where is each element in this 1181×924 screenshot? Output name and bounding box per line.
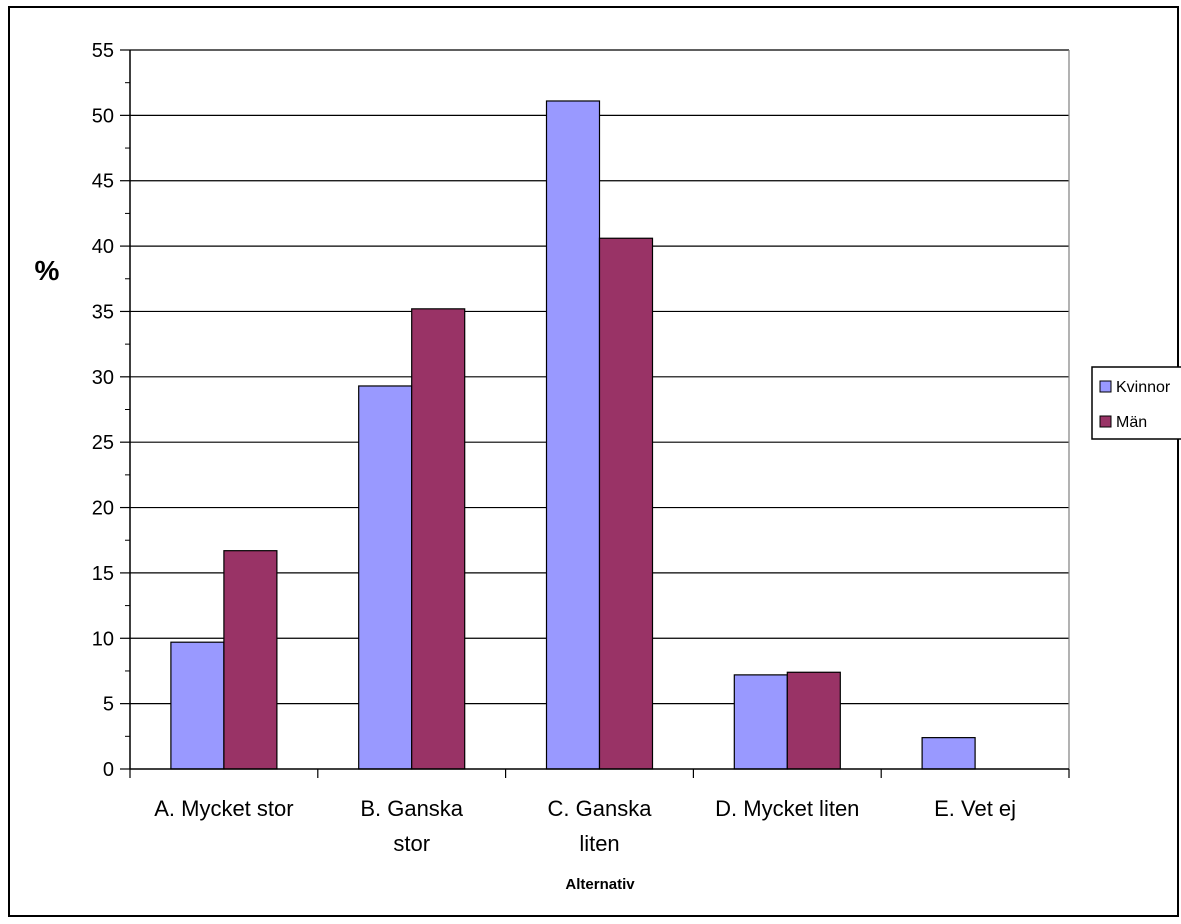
y-tick-label: 25 bbox=[92, 432, 114, 454]
x-category-label: stor bbox=[393, 831, 430, 856]
bar-kvinnor bbox=[170, 641, 225, 770]
y-tick-label: 45 bbox=[92, 171, 114, 193]
x-axis-title: Alternativ bbox=[565, 876, 635, 893]
bar-kvinnor bbox=[733, 674, 788, 770]
bar-man bbox=[598, 237, 654, 770]
bar-kvinnor bbox=[358, 385, 413, 770]
y-tick-label: 10 bbox=[92, 628, 114, 650]
y-tick-label: 30 bbox=[92, 367, 114, 389]
bar-man bbox=[223, 550, 278, 770]
x-category-label: A. Mycket stor bbox=[154, 796, 293, 821]
bar-man bbox=[786, 671, 841, 770]
x-category-label: B. Ganska bbox=[360, 796, 463, 821]
y-tick-label: 55 bbox=[92, 40, 114, 62]
x-category-labels: A. Mycket stor B. Ganska stor C. Ganska lite… bbox=[154, 796, 1016, 856]
x-category-label: E. Vet ej bbox=[934, 796, 1016, 821]
x-category-label: liten bbox=[579, 831, 619, 856]
x-category-label: C. Ganska bbox=[548, 796, 653, 821]
y-tick-label: 40 bbox=[92, 236, 114, 258]
x-category-label: D. Mycket liten bbox=[715, 796, 859, 821]
y-tick-label: 20 bbox=[92, 498, 114, 520]
y-tick-label: 0 bbox=[103, 759, 114, 781]
legend-swatch-kvinnor bbox=[1099, 380, 1112, 393]
y-tick-label: 5 bbox=[103, 694, 114, 716]
axes bbox=[120, 49, 1070, 778]
legend-swatch-man bbox=[1099, 415, 1112, 428]
bar-kvinnor bbox=[545, 100, 601, 770]
legend: Kvinnor Män bbox=[1091, 366, 1181, 440]
bar-kvinnor bbox=[921, 737, 976, 770]
legend-label-man: Män bbox=[1116, 414, 1147, 431]
y-tick-labels: 0 5 10 15 20 25 30 35 40 45 50 55 bbox=[92, 40, 114, 781]
legend-label-kvinnor: Kvinnor bbox=[1116, 379, 1171, 396]
y-tick-label: 15 bbox=[92, 563, 114, 585]
y-tick-label: 35 bbox=[92, 301, 114, 323]
bar-man bbox=[411, 308, 466, 770]
y-tick-label: 50 bbox=[92, 105, 114, 127]
y-axis-title: % bbox=[35, 255, 60, 286]
bars bbox=[170, 100, 976, 770]
